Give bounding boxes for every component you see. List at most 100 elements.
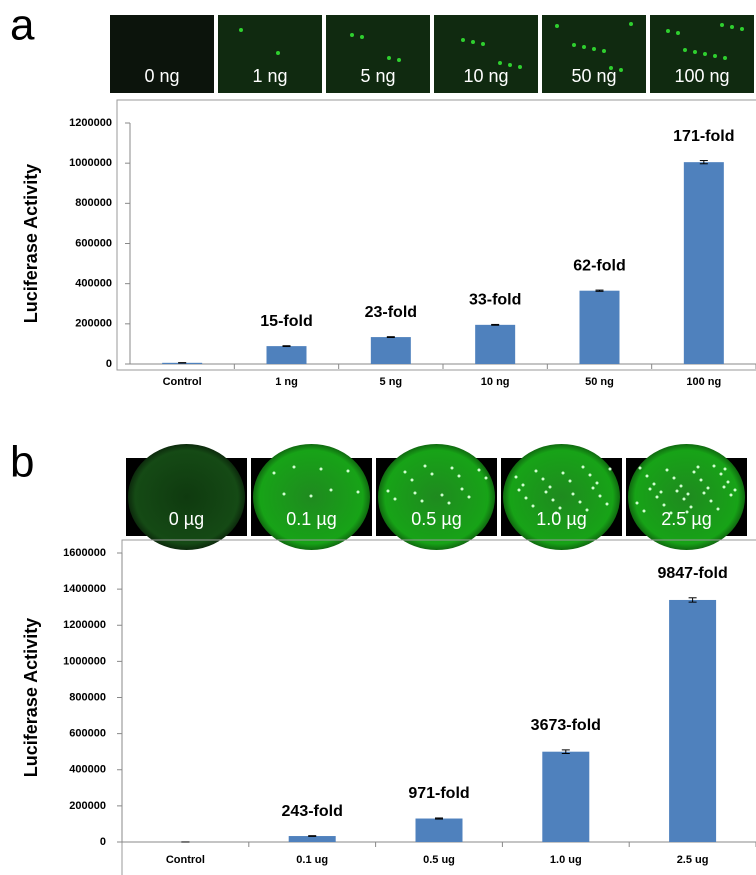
error-bar bbox=[491, 324, 499, 325]
cell bbox=[481, 42, 485, 46]
cell bbox=[424, 465, 427, 468]
cell bbox=[723, 486, 726, 489]
fold-annotation: 243-fold bbox=[282, 803, 343, 820]
cell bbox=[320, 468, 323, 471]
image-label: 1.0 µg bbox=[536, 509, 586, 529]
cell bbox=[666, 29, 670, 33]
cell bbox=[441, 494, 444, 497]
cell bbox=[387, 490, 390, 493]
figure: a b 0 ng1 ng5 ng10 ng50 ng100 ng02000004… bbox=[0, 0, 756, 875]
fold-annotation: 62-fold bbox=[573, 257, 625, 274]
image-label: 1 ng bbox=[252, 66, 287, 86]
cell bbox=[404, 471, 407, 474]
cell bbox=[515, 476, 518, 479]
bar bbox=[371, 337, 411, 364]
panel-label: a bbox=[10, 1, 35, 50]
cell bbox=[649, 488, 652, 491]
cell bbox=[552, 499, 555, 502]
cell bbox=[636, 502, 639, 505]
y-tick-label: 1200000 bbox=[69, 117, 112, 129]
cell bbox=[730, 25, 734, 29]
cell bbox=[629, 22, 633, 26]
cell bbox=[283, 493, 286, 496]
cell bbox=[579, 501, 582, 504]
cell bbox=[414, 492, 417, 495]
image-label: 2.5 µg bbox=[661, 509, 711, 529]
cell bbox=[730, 494, 733, 497]
x-tick-label: 100 ng bbox=[686, 376, 721, 388]
cell bbox=[700, 479, 703, 482]
x-tick-label: 0.1 ug bbox=[296, 854, 328, 866]
error-bar bbox=[283, 346, 291, 347]
cell bbox=[569, 480, 572, 483]
bar bbox=[475, 325, 515, 364]
cell bbox=[599, 495, 602, 498]
cell bbox=[663, 504, 666, 507]
cell bbox=[347, 470, 350, 473]
cell bbox=[589, 474, 592, 477]
cell bbox=[545, 491, 548, 494]
cell bbox=[518, 489, 521, 492]
cell bbox=[357, 491, 360, 494]
cell bbox=[535, 470, 538, 473]
cell bbox=[525, 497, 528, 500]
cell bbox=[330, 489, 333, 492]
cell bbox=[734, 489, 737, 492]
y-axis-label: Luciferase Activity bbox=[21, 618, 41, 777]
bar bbox=[580, 291, 620, 364]
x-tick-label: 1 ng bbox=[275, 376, 298, 388]
y-tick-label: 200000 bbox=[75, 318, 112, 330]
cell bbox=[720, 473, 723, 476]
y-tick-label: 800000 bbox=[69, 691, 106, 703]
cell bbox=[498, 61, 502, 65]
cell bbox=[461, 38, 465, 42]
bar bbox=[684, 162, 724, 364]
cell bbox=[713, 54, 717, 58]
cell bbox=[273, 472, 276, 475]
y-tick-label: 1200000 bbox=[63, 619, 106, 631]
x-tick-label: 10 ng bbox=[481, 376, 510, 388]
cell bbox=[680, 485, 683, 488]
plot-frame bbox=[117, 100, 756, 370]
cell bbox=[532, 505, 535, 508]
error-bar bbox=[387, 337, 395, 338]
cell bbox=[508, 63, 512, 67]
y-tick-label: 1400000 bbox=[63, 583, 106, 595]
y-tick-label: 0 bbox=[100, 836, 106, 848]
image-label: 0.5 µg bbox=[411, 509, 461, 529]
well bbox=[503, 444, 620, 550]
cell bbox=[703, 492, 706, 495]
cell bbox=[549, 486, 552, 489]
cell bbox=[518, 65, 522, 69]
cell bbox=[360, 35, 364, 39]
cell bbox=[676, 31, 680, 35]
image-label: 0.1 µg bbox=[286, 509, 336, 529]
cell bbox=[592, 47, 596, 51]
y-tick-label: 600000 bbox=[75, 237, 112, 249]
y-tick-label: 200000 bbox=[69, 800, 106, 812]
cell bbox=[310, 495, 313, 498]
cell bbox=[639, 467, 642, 470]
cell bbox=[572, 43, 576, 47]
cell bbox=[542, 478, 545, 481]
fold-annotation: 971-fold bbox=[408, 785, 469, 802]
cell bbox=[717, 508, 720, 511]
cell bbox=[723, 56, 727, 60]
well bbox=[378, 444, 495, 550]
cell bbox=[673, 477, 676, 480]
cell bbox=[693, 50, 697, 54]
image-label: 10 ng bbox=[463, 66, 508, 86]
cell bbox=[606, 503, 609, 506]
cell bbox=[707, 487, 710, 490]
cell bbox=[720, 23, 724, 27]
y-tick-label: 800000 bbox=[75, 197, 112, 209]
well bbox=[128, 444, 245, 550]
cell bbox=[660, 491, 663, 494]
x-tick-label: 2.5 ug bbox=[677, 854, 709, 866]
cell bbox=[411, 479, 414, 482]
cell bbox=[710, 500, 713, 503]
bar bbox=[669, 600, 716, 842]
cell bbox=[609, 468, 612, 471]
fold-annotation: 171-fold bbox=[673, 128, 734, 145]
cell bbox=[431, 473, 434, 476]
